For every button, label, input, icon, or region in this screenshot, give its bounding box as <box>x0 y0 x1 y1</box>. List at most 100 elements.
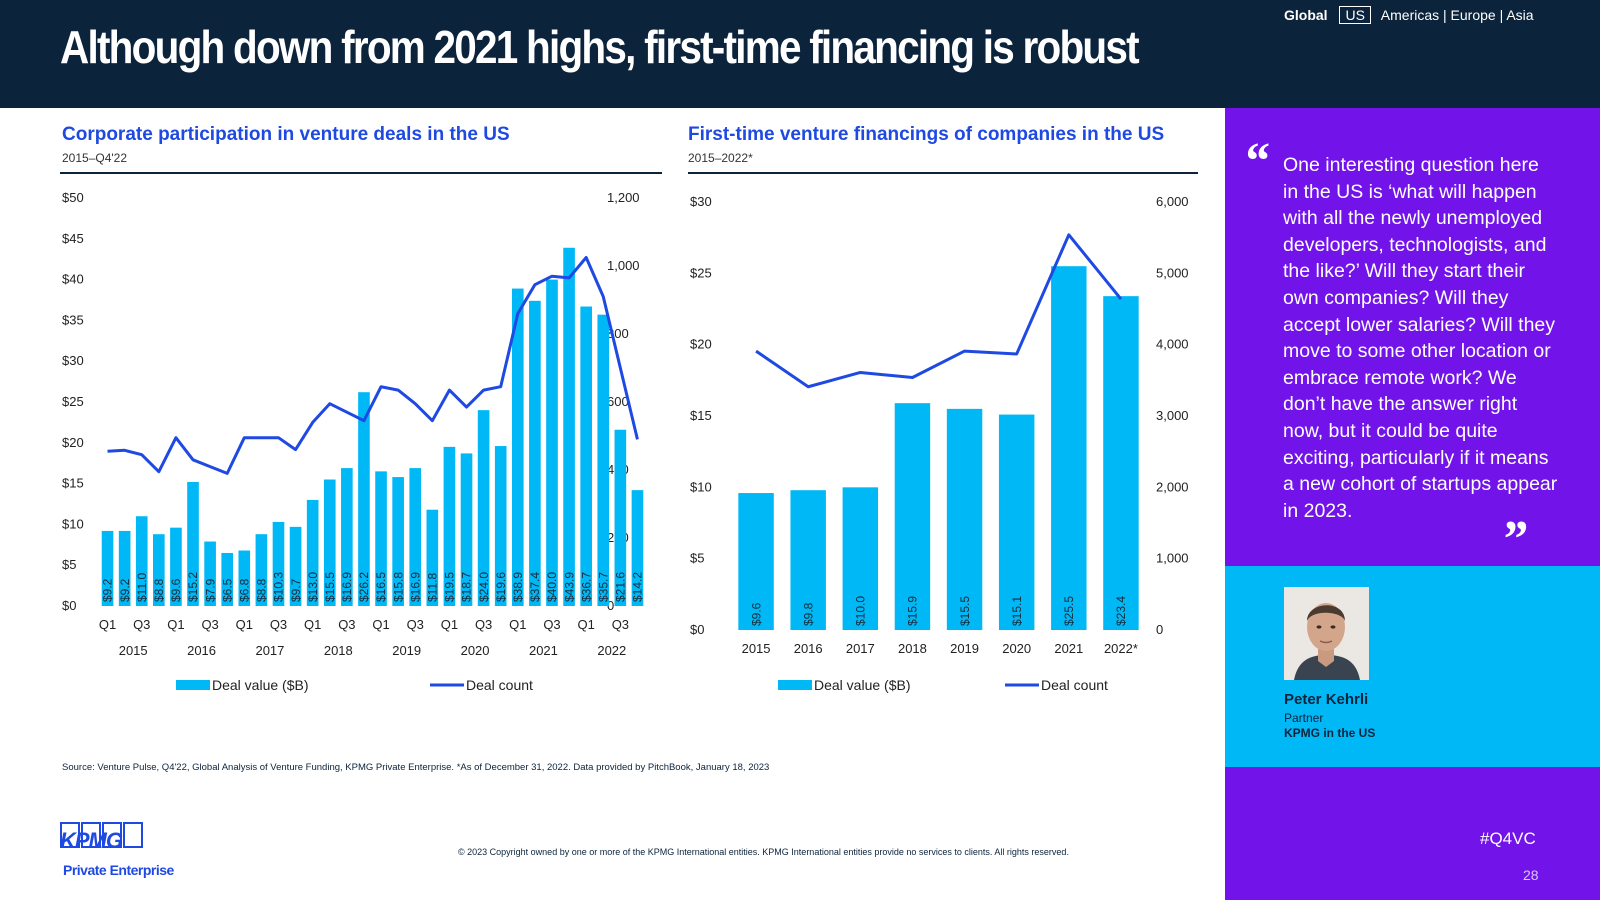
y-left-tick-label: $15 <box>62 476 84 491</box>
y-right-tick-label: 1,000 <box>1156 551 1189 566</box>
x-year-label: 2019 <box>392 643 421 658</box>
deal-count-line <box>107 256 639 475</box>
bar <box>443 446 456 606</box>
bar <box>170 527 182 606</box>
bar-value-label: $25.5 <box>1062 596 1076 626</box>
y-left-tick-label: $5 <box>690 551 704 566</box>
bar <box>289 526 302 606</box>
bar <box>460 453 473 606</box>
x-tick-label: 2019 <box>950 641 979 656</box>
person-org: KPMG in the US <box>1284 726 1376 740</box>
bar <box>998 414 1035 630</box>
bar-value-label: $24.0 <box>477 572 491 602</box>
y-left-tick-label: $45 <box>62 231 84 246</box>
bar <box>358 392 370 606</box>
x-tick-label: Q3 <box>407 617 424 632</box>
bar-value-label: $9.8 <box>801 602 815 626</box>
x-tick-label: Q3 <box>612 617 629 632</box>
bar-value-label: $15.5 <box>958 596 972 626</box>
x-tick-label: 2018 <box>898 641 927 656</box>
x-tick-label: Q1 <box>441 617 458 632</box>
bar <box>1051 266 1087 630</box>
left-chart-title: Corporate participation in venture deals… <box>62 124 510 145</box>
bar-value-label: $36.7 <box>579 572 593 602</box>
y-left-tick-label: $40 <box>62 272 84 287</box>
x-tick-label: Q3 <box>543 617 560 632</box>
nav-global-link[interactable]: Global <box>1284 7 1328 23</box>
bar <box>153 534 165 606</box>
bar <box>946 408 983 630</box>
x-year-label: 2020 <box>461 643 490 658</box>
y-left-tick-label: $25 <box>62 394 84 409</box>
bar-value-label: $8.8 <box>255 578 269 602</box>
bar <box>477 410 490 606</box>
nav-us-link[interactable]: US <box>1339 6 1371 24</box>
y-right-tick-label: 3,000 <box>1156 408 1189 423</box>
bar-value-label: $6.5 <box>220 578 234 602</box>
bar <box>409 468 422 606</box>
deal-count-line <box>755 233 1123 389</box>
bar-value-label: $10.0 <box>854 596 868 626</box>
bar-value-label: $9.2 <box>118 578 132 602</box>
photo-band <box>1225 566 1600 767</box>
bar-value-label: $16.5 <box>374 572 388 602</box>
bar-value-label: $43.9 <box>562 572 576 602</box>
bar-value-label: $15.9 <box>906 596 920 626</box>
right-chart-subtitle: 2015–2022* <box>688 151 753 165</box>
hashtag[interactable]: #Q4VC <box>1480 829 1536 848</box>
quote-open-mark: “ <box>1243 133 1269 190</box>
legend-line-label: Deal count <box>466 677 533 693</box>
bar <box>580 306 592 606</box>
bar-value-label: $37.4 <box>528 572 542 602</box>
x-tick-label: Q3 <box>201 617 218 632</box>
y-left-tick-label: $10 <box>62 516 84 531</box>
x-tick-label: Q1 <box>578 617 595 632</box>
y-right-tick-label: 600 <box>607 394 629 409</box>
x-year-label: 2016 <box>187 643 216 658</box>
bar <box>426 509 439 606</box>
y-left-tick-label: $15 <box>690 408 712 423</box>
x-tick-label: Q1 <box>509 617 526 632</box>
x-tick-label: Q1 <box>99 617 116 632</box>
source-note: Source: Venture Pulse, Q4'22, Global Ana… <box>62 762 770 773</box>
bar-value-label: $9.6 <box>749 602 763 626</box>
bar <box>597 314 610 606</box>
y-left-tick-label: $50 <box>62 190 84 205</box>
y-left-tick-label: $20 <box>690 337 712 352</box>
quote-close-mark: ” <box>1501 511 1527 568</box>
bar-value-label: $15.2 <box>186 572 200 602</box>
legend-bar-swatch <box>778 680 812 690</box>
kpmg-logo-wordmark: KPMG <box>60 828 123 853</box>
bar-value-label: $10.3 <box>272 572 286 602</box>
bar-value-label: $15.8 <box>391 572 405 602</box>
x-tick-label: 2017 <box>846 641 875 656</box>
y-right-tick-label: 5,000 <box>1156 265 1189 280</box>
bar <box>323 479 336 606</box>
person-photo <box>1284 587 1369 680</box>
person-name: Peter Kehrli <box>1284 691 1369 708</box>
x-year-label: 2022 <box>597 643 626 658</box>
bar-value-label: $11.0 <box>135 573 149 602</box>
x-year-label: 2018 <box>324 643 353 658</box>
bar-value-label: $16.9 <box>340 572 354 602</box>
copyright-note: © 2023 Copyright owned by one or more of… <box>458 847 1069 857</box>
bar <box>306 499 319 606</box>
nav-regions-links[interactable]: Americas | Europe | Asia <box>1380 7 1534 23</box>
y-right-tick-label: 4,000 <box>1156 337 1189 352</box>
x-year-label: 2017 <box>255 643 284 658</box>
bar-value-label: $13.0 <box>306 572 320 602</box>
bar <box>204 541 216 606</box>
bar-value-label: $26.2 <box>357 572 371 602</box>
bar-value-label: $18.7 <box>460 572 474 602</box>
bar <box>187 481 199 606</box>
y-left-tick-label: $30 <box>690 194 712 209</box>
x-tick-label: Q1 <box>167 617 184 632</box>
legend-bar-label: Deal value ($B) <box>814 677 911 693</box>
bar <box>221 552 234 606</box>
y-right-tick-label: 6,000 <box>1156 194 1189 209</box>
bar <box>494 446 507 606</box>
bar <box>894 403 931 630</box>
bar-value-label: $9.7 <box>289 578 303 602</box>
x-year-label: 2015 <box>119 643 148 658</box>
bar <box>790 490 826 630</box>
